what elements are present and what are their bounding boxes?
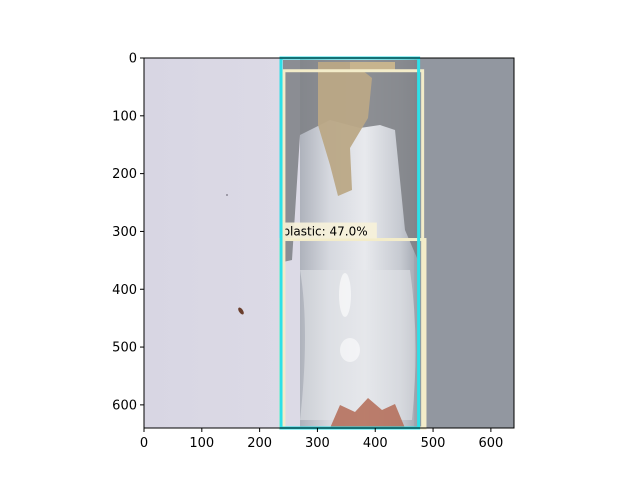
- y-tick-label: 300: [112, 225, 137, 240]
- detection-label-bg: [280, 222, 377, 239]
- x-tick-label: 300: [305, 436, 330, 451]
- x-tick-label: 200: [247, 436, 272, 451]
- x-tick-label: 100: [189, 436, 214, 451]
- dust-speck: [226, 194, 228, 196]
- right-shadow-strip: [414, 58, 514, 428]
- y-tick-label: 200: [112, 167, 137, 182]
- dark-label-region: [283, 60, 420, 265]
- x-tick-label: 400: [363, 436, 388, 451]
- debris-speck: [238, 307, 244, 315]
- x-axis-ticks: 0 100 200 300 400 500 600: [140, 428, 503, 451]
- fingers: [330, 398, 405, 428]
- cap-top: [350, 62, 395, 72]
- x-tick-label: 0: [140, 436, 148, 451]
- y-tick-label: 600: [112, 398, 137, 413]
- y-tick-label: 400: [112, 283, 137, 298]
- x-tick-label: 600: [478, 436, 503, 451]
- y-axis-ticks: 0 100 200 300 400 500 600: [112, 52, 144, 413]
- bottle-cap: [318, 62, 372, 196]
- y-tick-label: 100: [112, 109, 137, 124]
- y-tick-label: 0: [129, 52, 137, 67]
- photo: [144, 58, 514, 428]
- x-tick-label: 500: [421, 436, 446, 451]
- detection-label: plastic: 47.0%: [282, 225, 367, 239]
- axes-frame: [143, 57, 515, 429]
- y-tick-label: 500: [112, 341, 137, 356]
- highlight-2: [340, 338, 360, 362]
- highlight-1: [339, 273, 351, 317]
